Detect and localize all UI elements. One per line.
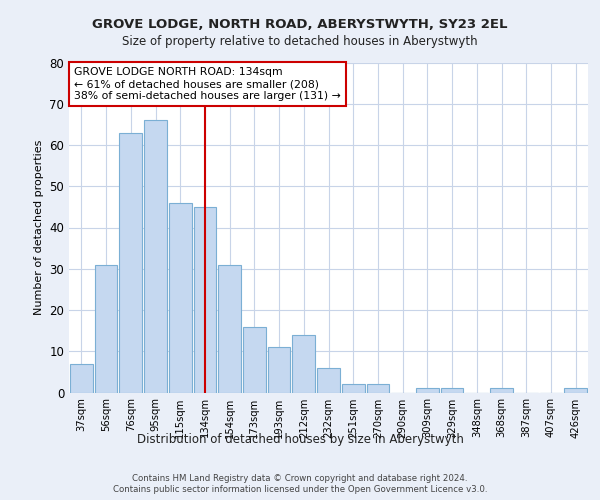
Text: GROVE LODGE NORTH ROAD: 134sqm
← 61% of detached houses are smaller (208)
38% of: GROVE LODGE NORTH ROAD: 134sqm ← 61% of … bbox=[74, 68, 341, 100]
Text: Distribution of detached houses by size in Aberystwyth: Distribution of detached houses by size … bbox=[137, 432, 463, 446]
Bar bbox=[342, 384, 365, 392]
Text: GROVE LODGE, NORTH ROAD, ABERYSTWYTH, SY23 2EL: GROVE LODGE, NORTH ROAD, ABERYSTWYTH, SY… bbox=[92, 18, 508, 30]
Bar bbox=[441, 388, 463, 392]
Bar bbox=[367, 384, 389, 392]
Bar bbox=[70, 364, 93, 392]
Bar bbox=[119, 132, 142, 392]
Bar bbox=[194, 207, 216, 392]
Bar bbox=[169, 203, 191, 392]
Text: Contains HM Land Registry data © Crown copyright and database right 2024.: Contains HM Land Registry data © Crown c… bbox=[132, 474, 468, 483]
Bar bbox=[490, 388, 513, 392]
Bar bbox=[218, 264, 241, 392]
Bar bbox=[243, 326, 266, 392]
Bar bbox=[144, 120, 167, 392]
Bar bbox=[564, 388, 587, 392]
Bar bbox=[268, 347, 290, 393]
Text: Size of property relative to detached houses in Aberystwyth: Size of property relative to detached ho… bbox=[122, 35, 478, 48]
Bar bbox=[416, 388, 439, 392]
Text: Contains public sector information licensed under the Open Government Licence v3: Contains public sector information licen… bbox=[113, 485, 487, 494]
Bar bbox=[95, 264, 118, 392]
Bar bbox=[317, 368, 340, 392]
Bar bbox=[292, 335, 315, 392]
Y-axis label: Number of detached properties: Number of detached properties bbox=[34, 140, 44, 315]
